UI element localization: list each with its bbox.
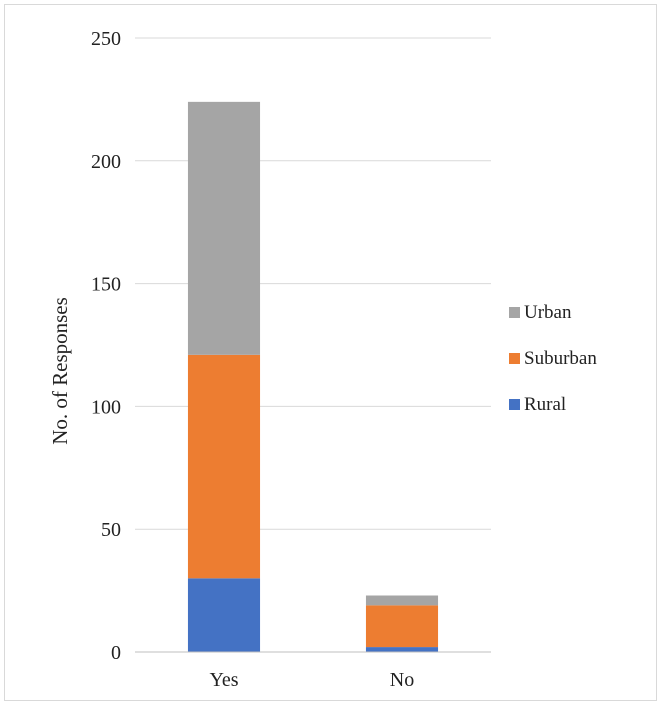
bars xyxy=(187,101,439,652)
bar-yes-rural xyxy=(187,578,261,652)
bar-no-urban xyxy=(365,595,439,606)
legend-label-urban: Urban xyxy=(524,302,572,323)
legend-swatch-rural xyxy=(509,399,520,410)
legend-label-suburban: Suburban xyxy=(524,348,597,369)
y-tick-label: 100 xyxy=(91,396,121,418)
bar-yes-urban xyxy=(187,101,261,355)
bar-yes-suburban xyxy=(187,354,261,579)
legend-label-rural: Rural xyxy=(524,394,566,415)
legend-swatch-urban xyxy=(509,307,520,318)
y-tick-label: 50 xyxy=(101,519,121,541)
y-tick-label: 200 xyxy=(91,151,121,173)
bar-no-rural xyxy=(365,647,439,652)
x-tick-label: No xyxy=(390,669,414,691)
y-tick-label: 150 xyxy=(91,274,121,296)
legend: Urban Suburban Rural xyxy=(509,302,597,415)
x-tick-label: Yes xyxy=(209,669,238,691)
bar-no-suburban xyxy=(365,605,439,648)
y-tick-label: 0 xyxy=(111,642,121,664)
stacked-bar-chart: 0 50 100 150 200 250 Yes No No. of Responses Ur… xyxy=(48,28,597,691)
legend-swatch-suburban xyxy=(509,353,520,364)
y-tick-label: 250 xyxy=(91,28,121,50)
y-axis-title: No. of Responses xyxy=(48,297,72,445)
axes: 0 50 100 150 200 250 Yes No xyxy=(91,28,491,691)
chart-frame: 0 50 100 150 200 250 Yes No No. of Responses Ur… xyxy=(4,4,657,701)
